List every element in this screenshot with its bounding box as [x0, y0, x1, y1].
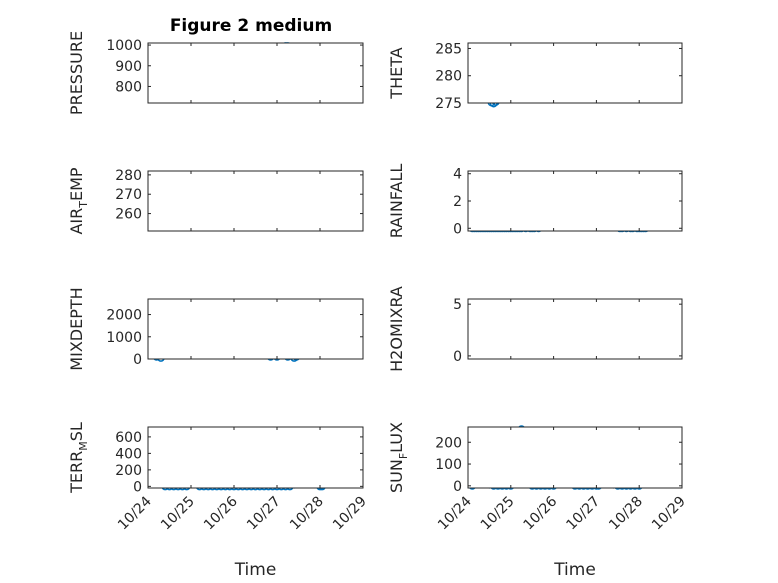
subplot-theta: 275 280 285 THETA [387, 41, 683, 112]
axes-box [467, 298, 683, 360]
y-tick-label: 0 [133, 479, 142, 495]
subplot-h2omixra: 0 5 H2OMIXRA [387, 286, 683, 372]
y-tick-label: 285 [435, 41, 462, 57]
y-tick-label: 600 [115, 430, 142, 446]
y-tick-label: 0 [453, 479, 462, 495]
subplot-pressure: 800 900 1000 PRESSURE [67, 31, 364, 115]
y-tick-label: 4 [453, 167, 462, 183]
axes-box [467, 426, 683, 489]
y-axis-label: H2OMIXRA [387, 286, 406, 372]
y-tick-label: 260 [115, 207, 142, 223]
subplot-air-temp: 260 270 280 AIRTEMP [67, 167, 364, 235]
y-axis-label: THETA [387, 47, 406, 99]
y-tick-label: 0 [453, 221, 462, 237]
y-tick-label: 0 [133, 352, 142, 368]
y-tick-label: 2 [453, 194, 462, 210]
y-tick-label: 900 [115, 59, 142, 75]
y-tick-label: 0 [453, 349, 462, 365]
axes-box [147, 298, 364, 360]
axes-box [147, 170, 364, 232]
y-axis-label: TERRMSL [67, 422, 90, 494]
subplot-rainfall: 0 2 4 RAINFALL [387, 164, 683, 239]
y-tick-label: 270 [115, 187, 142, 203]
y-tick-label: 200 [115, 463, 142, 479]
y-axis-label: PRESSURE [67, 31, 86, 115]
y-tick-label: 100 [435, 457, 462, 473]
axes-box [147, 42, 364, 104]
x-axis-label: Time [553, 560, 596, 580]
y-axis-label: MIXDEPTH [67, 287, 86, 370]
y-tick-label: 280 [115, 168, 142, 184]
y-axis-label: AIRTEMP [67, 167, 90, 234]
x-axis-label: Time [234, 560, 277, 580]
y-tick-label: 280 [435, 69, 462, 85]
y-tick-label: 800 [115, 79, 142, 95]
y-axis-label: SUNFLUX [387, 422, 410, 493]
axes-box [467, 170, 683, 232]
y-tick-label: 2000 [106, 308, 142, 324]
axes-box [467, 42, 683, 104]
y-tick-label: 275 [435, 96, 462, 112]
y-axis-label: RAINFALL [387, 164, 406, 239]
y-tick-label: 200 [435, 435, 462, 451]
y-tick-label: 400 [115, 446, 142, 462]
subplot-mixdepth: 0 1000 2000 MIXDEPTH [67, 287, 364, 371]
y-tick-label: 1000 [106, 38, 142, 54]
y-tick-label: 1000 [106, 330, 142, 346]
y-tick-label: 5 [453, 297, 462, 313]
axes-box [147, 426, 364, 489]
figure-title: Figure 2 medium [170, 16, 332, 36]
